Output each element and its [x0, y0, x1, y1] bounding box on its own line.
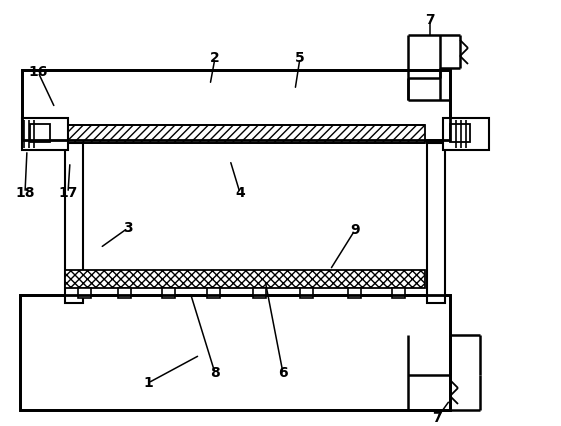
Bar: [118, 288, 131, 298]
Bar: [22, 118, 68, 150]
Bar: [65, 143, 83, 303]
Bar: [450, 124, 470, 142]
Bar: [20, 295, 450, 410]
Bar: [78, 288, 91, 298]
Bar: [253, 288, 266, 298]
Bar: [20, 295, 450, 410]
Bar: [162, 288, 175, 298]
Text: 16: 16: [28, 65, 48, 79]
Bar: [65, 270, 425, 288]
Bar: [30, 124, 50, 142]
Text: 1: 1: [143, 376, 153, 390]
Text: 18: 18: [15, 186, 35, 200]
Text: 6: 6: [278, 366, 288, 380]
Bar: [22, 70, 450, 140]
Text: 8: 8: [210, 366, 220, 380]
Text: 4: 4: [235, 186, 245, 200]
Bar: [427, 143, 445, 303]
Text: 7: 7: [432, 411, 442, 425]
Bar: [348, 288, 361, 298]
Bar: [22, 70, 450, 140]
Text: 5: 5: [295, 51, 305, 65]
Text: 2: 2: [210, 51, 220, 65]
Text: 9: 9: [350, 223, 360, 237]
Text: 3: 3: [123, 221, 133, 235]
Bar: [65, 125, 425, 143]
Bar: [300, 288, 313, 298]
Bar: [207, 288, 220, 298]
Text: 7: 7: [425, 13, 435, 27]
Bar: [392, 288, 405, 298]
Bar: [443, 118, 489, 150]
Text: 17: 17: [58, 186, 77, 200]
